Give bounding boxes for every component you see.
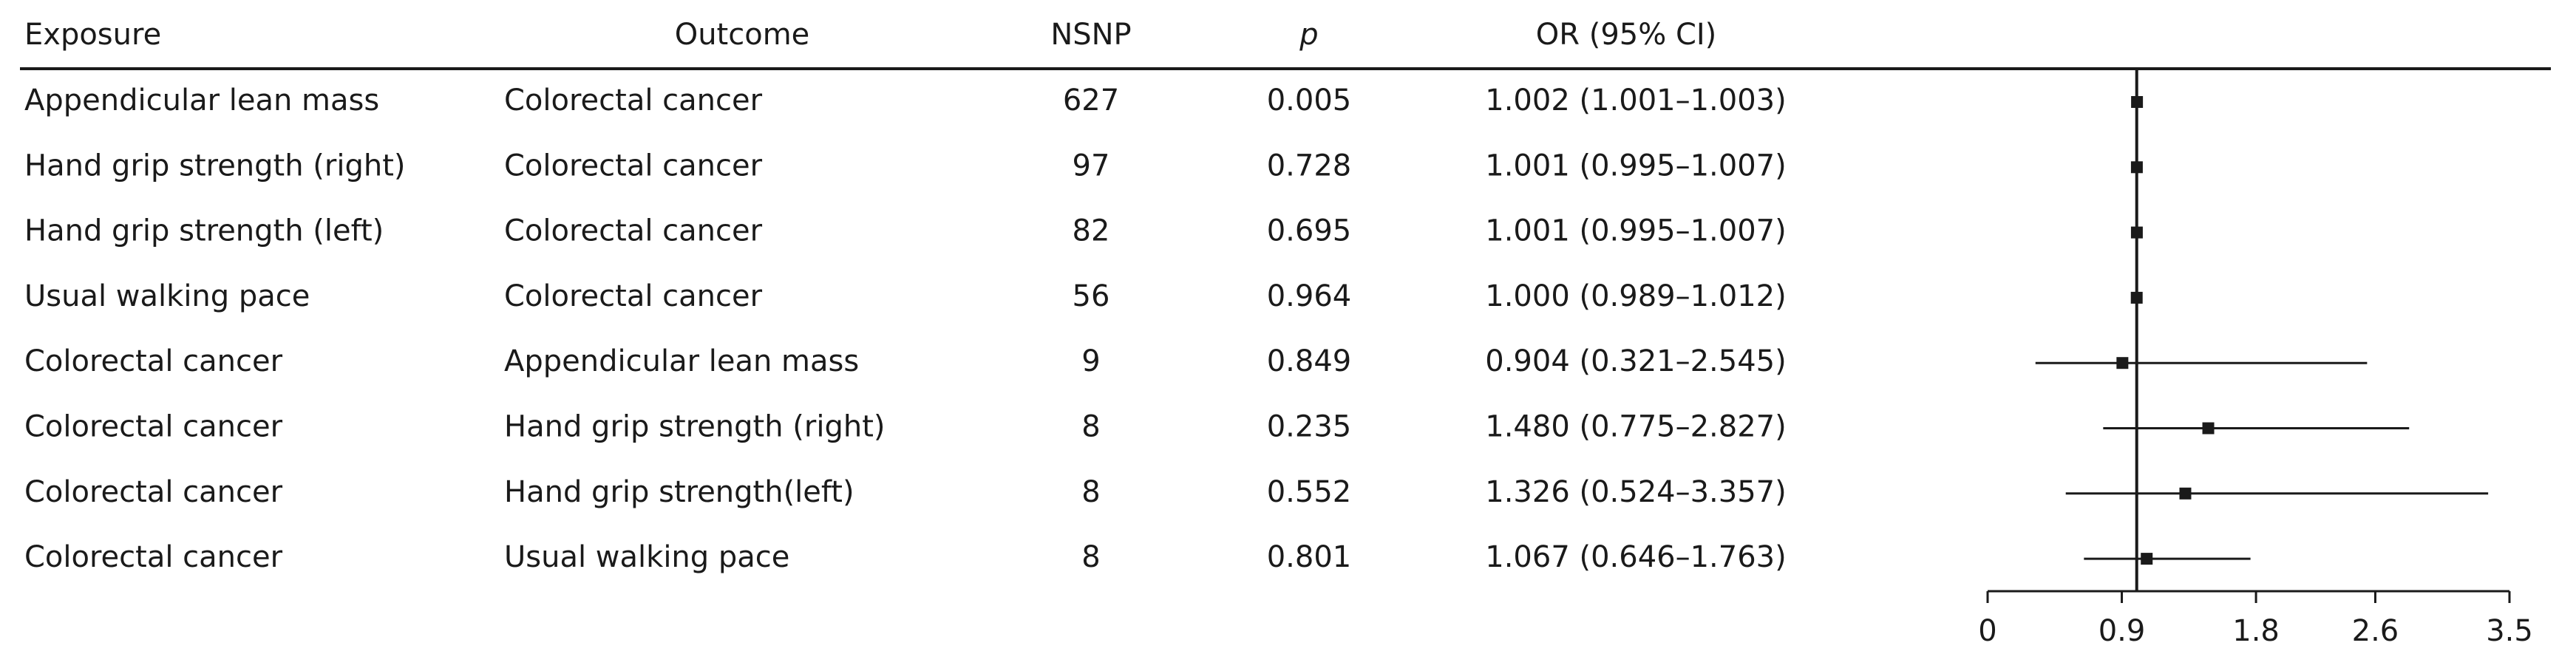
x-tick-label: 0.9 — [2098, 614, 2146, 648]
or-ci: 1.001 (0.995–1.007) — [1485, 149, 1786, 183]
or-point — [2130, 161, 2143, 174]
p-value: 0.695 — [1267, 214, 1352, 248]
or-point — [2202, 422, 2215, 435]
or-ci: 1.002 (1.001–1.003) — [1485, 84, 1786, 117]
exposure: Colorectal cancer — [24, 410, 283, 444]
outcome: Colorectal cancer — [504, 149, 763, 183]
x-tick-label: 2.6 — [2352, 614, 2399, 648]
p-value: 0.849 — [1267, 344, 1352, 378]
outcome: Hand grip strength(left) — [504, 475, 854, 509]
exposure: Appendicular lean mass — [24, 84, 379, 117]
nsnp: 8 — [1081, 540, 1100, 574]
header-nsnp: NSNP — [1050, 18, 1131, 52]
or-ci: 1.000 (0.989–1.012) — [1485, 279, 1786, 313]
p-value: 0.801 — [1267, 540, 1352, 574]
p-value: 0.964 — [1267, 279, 1352, 313]
nsnp: 56 — [1073, 279, 1110, 313]
or-point — [2179, 487, 2192, 500]
or-ci: 1.326 (0.524–3.357) — [1485, 475, 1786, 509]
nsnp: 82 — [1073, 214, 1110, 248]
header-p: p — [1299, 18, 1318, 52]
or-point — [2130, 291, 2143, 304]
p-value: 0.235 — [1267, 410, 1352, 444]
header-or: OR (95% CI) — [1536, 18, 1717, 52]
or-ci: 1.067 (0.646–1.763) — [1485, 540, 1786, 574]
p-value: 0.005 — [1267, 84, 1352, 117]
outcome: Colorectal cancer — [504, 84, 763, 117]
or-ci: 1.001 (0.995–1.007) — [1485, 214, 1786, 248]
p-value: 0.552 — [1267, 475, 1352, 509]
x-tick-label: 3.5 — [2486, 614, 2533, 648]
x-tick-label: 0 — [1978, 614, 1996, 648]
nsnp: 627 — [1063, 84, 1119, 117]
or-ci: 1.480 (0.775–2.827) — [1485, 410, 1786, 444]
or-point — [2131, 96, 2144, 108]
exposure: Colorectal cancer — [24, 344, 283, 378]
or-ci: 0.904 (0.321–2.545) — [1485, 344, 1786, 378]
outcome: Appendicular lean mass — [504, 344, 859, 378]
outcome: Hand grip strength (right) — [504, 410, 886, 444]
outcome: Usual walking pace — [504, 540, 789, 574]
outcome: Colorectal cancer — [504, 279, 763, 313]
outcome: Colorectal cancer — [504, 214, 763, 248]
nsnp: 8 — [1081, 475, 1100, 509]
nsnp: 97 — [1073, 149, 1110, 183]
nsnp: 9 — [1081, 344, 1100, 378]
or-point — [2141, 553, 2153, 565]
nsnp: 8 — [1081, 410, 1100, 444]
header-outcome: Outcome — [675, 18, 810, 52]
header-exposure: Exposure — [24, 18, 161, 52]
exposure: Hand grip strength (right) — [24, 149, 406, 183]
exposure: Hand grip strength (left) — [24, 214, 384, 248]
p-value: 0.728 — [1267, 149, 1352, 183]
exposure: Colorectal cancer — [24, 475, 283, 509]
exposure: Colorectal cancer — [24, 540, 283, 574]
x-tick-label: 1.8 — [2232, 614, 2280, 648]
exposure: Usual walking pace — [24, 279, 310, 313]
or-point — [2130, 226, 2143, 239]
or-point — [2116, 357, 2129, 369]
